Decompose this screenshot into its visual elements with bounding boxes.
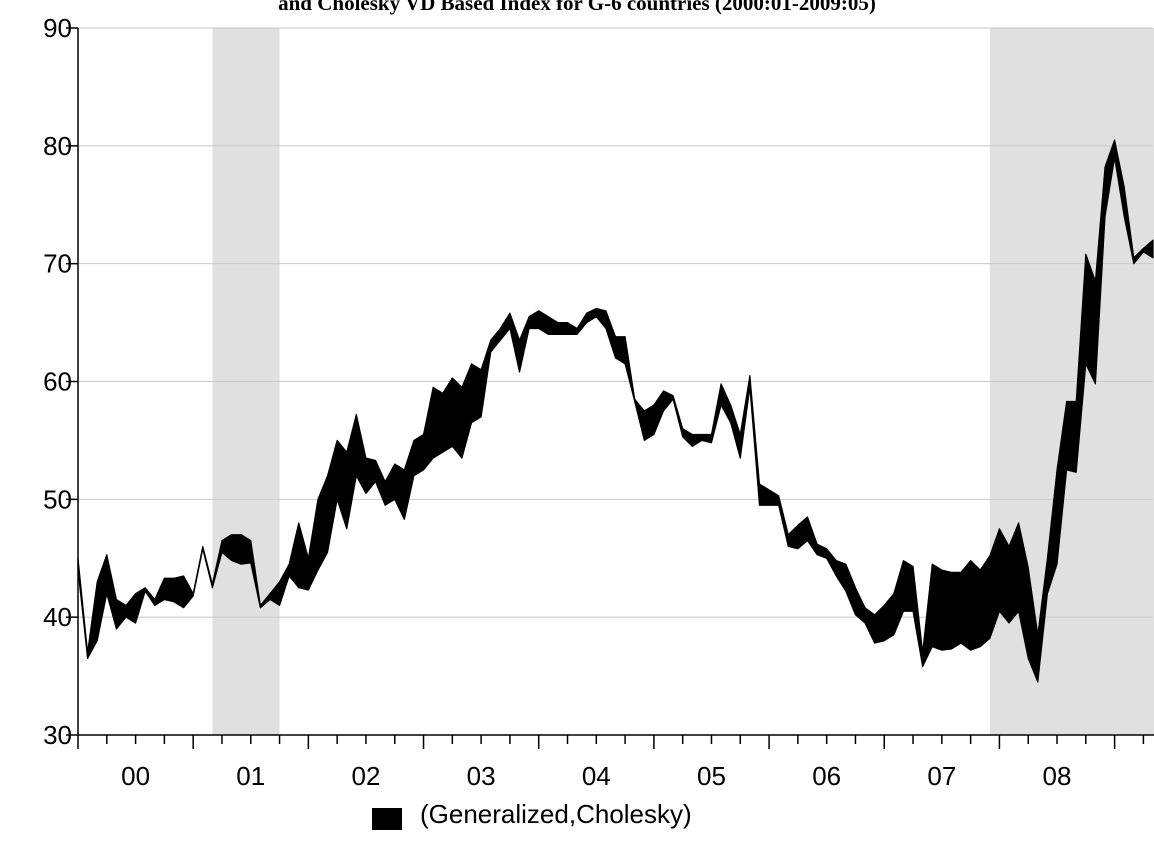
y-tick-label: 40 <box>43 602 72 632</box>
chart-title: and Cholesky VD Based Index for G-6 coun… <box>278 0 876 15</box>
y-tick-label: 30 <box>43 720 72 750</box>
x-tick-label: 00 <box>121 761 150 791</box>
x-tick-label: 03 <box>467 761 496 791</box>
x-tick-label: 02 <box>351 761 380 791</box>
y-tick-label: 80 <box>43 131 72 161</box>
y-tick-label: 50 <box>43 484 72 514</box>
x-tick-label: 08 <box>1043 761 1072 791</box>
x-tick-label: 04 <box>582 761 611 791</box>
legend-label: (Generalized,Cholesky) <box>420 799 692 829</box>
x-tick-label: 07 <box>927 761 956 791</box>
y-tick-label: 60 <box>43 367 72 397</box>
band-area <box>77 139 1154 683</box>
y-tick-label: 90 <box>43 13 72 43</box>
x-tick-label: 01 <box>236 761 265 791</box>
legend-swatch <box>372 808 402 830</box>
x-tick-label: 05 <box>697 761 726 791</box>
y-tick-label: 70 <box>43 249 72 279</box>
x-tick-label: 06 <box>812 761 841 791</box>
